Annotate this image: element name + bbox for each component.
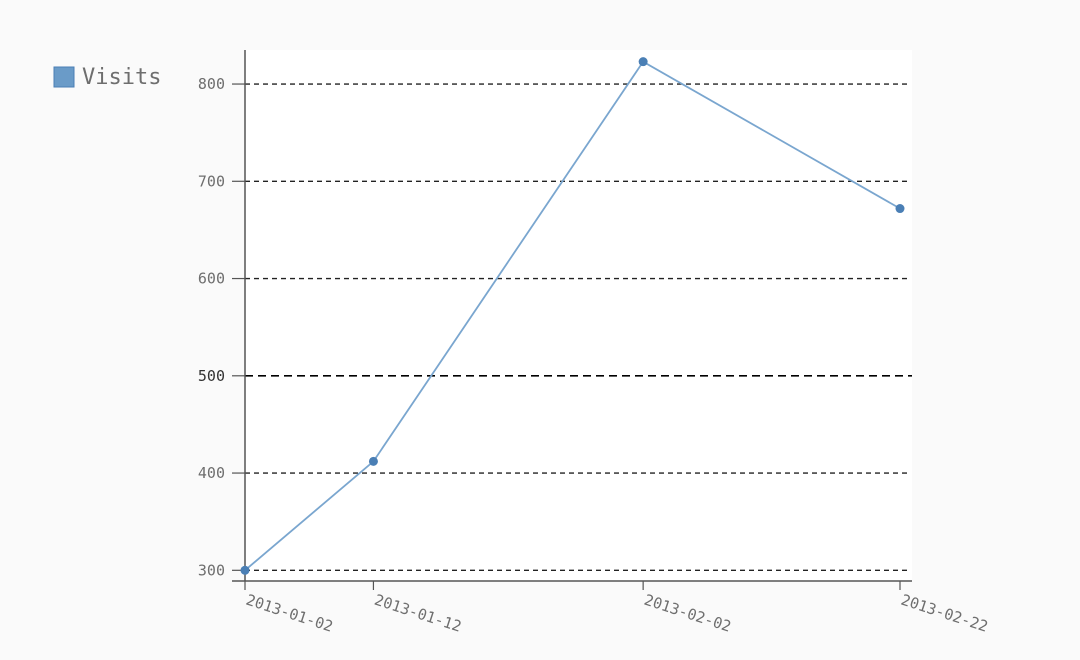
data-point: [895, 204, 905, 214]
data-point: [638, 57, 648, 67]
y-tick-label: 600: [198, 270, 225, 288]
legend: Visits: [53, 65, 161, 90]
series-line: [244, 60, 901, 571]
legend-label-visits: Visits: [82, 65, 161, 90]
x-tick-labels: 2013-01-02 2013-01-12 2013-02-02 2013-02-22: [244, 581, 990, 636]
y-tick-label: 800: [198, 75, 225, 93]
data-point: [240, 565, 250, 575]
series-visits: [240, 57, 905, 575]
y-tick-labels: 300 400 500 600 700 800: [198, 75, 245, 579]
y-tick-label: 500: [198, 367, 225, 385]
gridlines: [245, 83, 912, 572]
y-tick-label: 700: [198, 172, 225, 190]
plot-background: [245, 50, 912, 581]
x-tick-label: 2013-01-02: [244, 591, 335, 636]
x-tick-label: 2013-02-22: [899, 591, 990, 636]
x-tick-label: 2013-02-02: [642, 591, 733, 636]
y-tick-label: 300: [198, 561, 225, 579]
y-tick-label: 400: [198, 464, 225, 482]
legend-swatch: [53, 66, 75, 88]
x-tick-label: 2013-01-12: [372, 591, 463, 636]
data-point: [368, 456, 378, 466]
